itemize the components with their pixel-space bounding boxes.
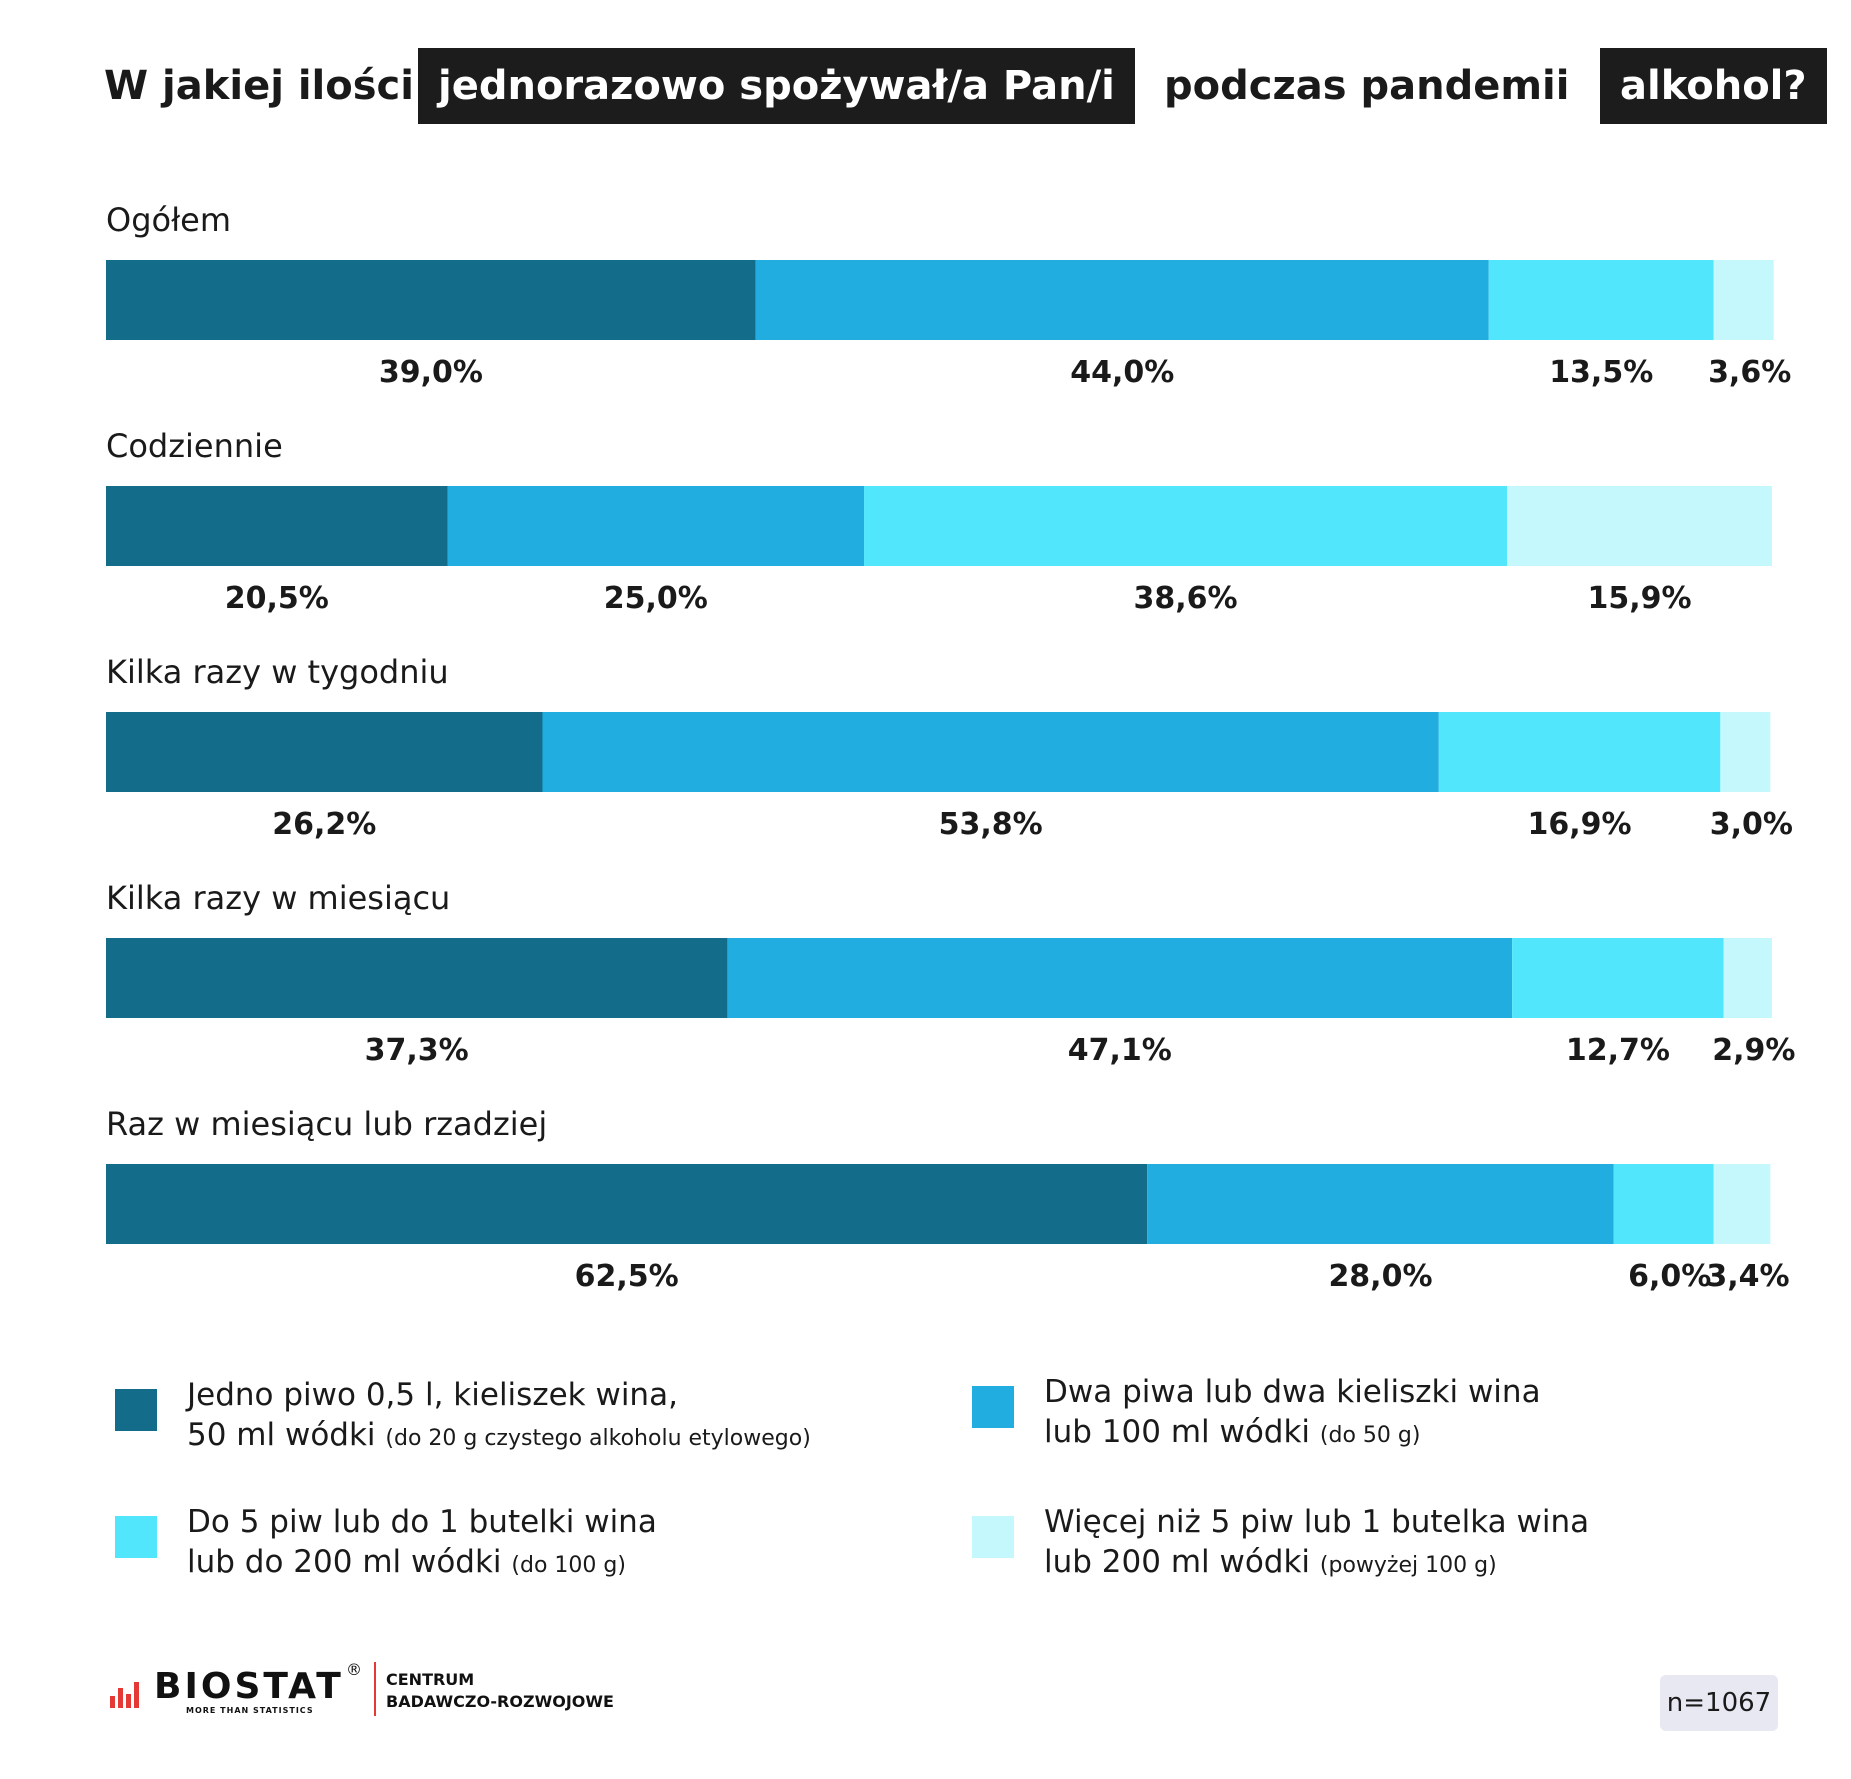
bar-segment <box>1512 938 1724 1018</box>
bar-segment <box>1438 712 1721 792</box>
legend-line1-3: Do 5 piw lub do 1 butelki wina <box>187 1504 657 1540</box>
data-label: 3,0% <box>1710 807 1793 842</box>
title-part-1: W jakiej ilości <box>104 63 414 109</box>
data-label: 25,0% <box>604 581 708 616</box>
category-label: Kilka razy w miesiącu <box>106 879 450 917</box>
category-label: Raz w miesiącu lub rzadziej <box>106 1105 547 1143</box>
data-label: 2,9% <box>1712 1033 1795 1068</box>
data-label: 12,7% <box>1566 1033 1670 1068</box>
data-label: 28,0% <box>1328 1259 1432 1294</box>
logo-unit-line1: CENTRUM <box>386 1670 475 1689</box>
legend-note-1: (do 20 g czystego alkoholu etylowego) <box>385 1426 811 1451</box>
legend-text-2: Dwa piwa lub dwa kieliszki wina lub 100 … <box>1044 1372 1541 1456</box>
bar-segment <box>1713 260 1774 340</box>
data-label: 47,1% <box>1068 1033 1172 1068</box>
data-label: 3,4% <box>1706 1259 1789 1294</box>
data-label: 37,3% <box>365 1033 469 1068</box>
sample-size-badge: n=1067 <box>1660 1675 1778 1731</box>
data-label: 44,0% <box>1070 355 1174 390</box>
legend-line2-1: 50 ml wódki <box>187 1417 376 1453</box>
legend-note-4: (powyżej 100 g) <box>1319 1553 1497 1578</box>
data-label: 38,6% <box>1134 581 1238 616</box>
bar-segment <box>542 712 1439 792</box>
bar-segment <box>1488 260 1714 340</box>
data-label: 6,0% <box>1628 1259 1711 1294</box>
category-label: Kilka razy w tygodniu <box>106 653 449 691</box>
logo-registered-mark: ® <box>346 1660 362 1679</box>
legend-line2-4: lub 200 ml wódki <box>1044 1544 1311 1580</box>
logo-brand-name: BIOSTAT <box>154 1666 344 1707</box>
data-label: 15,9% <box>1588 581 1692 616</box>
stacked-bar-chart: Ogółem 39,0% 44,0% 13,5% 3,6% Codziennie 20,5%… <box>106 201 1795 1294</box>
bar-segment <box>106 1164 1148 1244</box>
bar-segment <box>447 486 865 566</box>
legend-text-4: Więcej niż 5 piw lub 1 butelka wina lub … <box>1044 1502 1589 1586</box>
bar-segment <box>1613 1164 1714 1244</box>
bar-segment <box>864 486 1508 566</box>
legend-line2-3: lub do 200 ml wódki <box>187 1544 502 1580</box>
logo-unit-line2: BADAWCZO-ROZWOJOWE <box>386 1692 614 1711</box>
data-label: 62,5% <box>575 1259 679 1294</box>
bar-segment <box>1147 1164 1614 1244</box>
bar-segment <box>1507 486 1772 566</box>
category-label: Ogółem <box>106 201 231 239</box>
bar-segment <box>755 260 1489 340</box>
logo-divider <box>374 1662 376 1716</box>
logo-bars-icon <box>110 1674 146 1708</box>
legend-swatch-2 <box>972 1386 1014 1428</box>
legend-swatch-3 <box>115 1516 157 1558</box>
legend-note-3: (do 100 g) <box>511 1553 626 1578</box>
legend-line1-2: Dwa piwa lub dwa kieliszki wina <box>1044 1374 1541 1410</box>
data-label: 13,5% <box>1549 355 1653 390</box>
legend-swatch-1 <box>115 1389 157 1431</box>
legend-text-1: Jedno piwo 0,5 l, kieliszek wina, 50 ml … <box>187 1375 811 1459</box>
legend-note-2: (do 50 g) <box>1319 1423 1421 1448</box>
data-label: 39,0% <box>379 355 483 390</box>
bar-segment <box>106 938 728 1018</box>
bar-segment <box>1723 938 1772 1018</box>
legend-text-3: Do 5 piw lub do 1 butelki wina lub do 20… <box>187 1502 657 1586</box>
data-label: 3,6% <box>1708 355 1791 390</box>
chart-title: W jakiej ilości jednorazowo spożywał/a P… <box>104 48 1827 124</box>
data-label: 16,9% <box>1528 807 1632 842</box>
data-label: 53,8% <box>939 807 1043 842</box>
bar-segment <box>727 938 1513 1018</box>
bar-segment <box>1720 712 1771 792</box>
legend-swatch-4 <box>972 1516 1014 1558</box>
bar-segment <box>106 712 543 792</box>
title-highlight-1: jednorazowo spożywał/a Pan/i <box>418 48 1135 124</box>
legend-line1-4: Więcej niż 5 piw lub 1 butelka wina <box>1044 1504 1590 1540</box>
data-label: 20,5% <box>225 581 329 616</box>
biostat-logo: BIOSTAT ® MORE THAN STATISTICS CENTRUM B… <box>110 1660 630 1716</box>
title-highlight-2: alkohol? <box>1600 48 1827 124</box>
bar-segment <box>106 486 448 566</box>
logo-tagline: MORE THAN STATISTICS <box>186 1706 314 1715</box>
legend-line1-1: Jedno piwo 0,5 l, kieliszek wina, <box>187 1377 678 1413</box>
title-part-3: podczas pandemii <box>1164 63 1570 109</box>
data-label: 26,2% <box>272 807 376 842</box>
legend-line2-2: lub 100 ml wódki <box>1044 1414 1311 1450</box>
bar-segment <box>106 260 756 340</box>
category-label: Codziennie <box>106 427 283 465</box>
bar-segment <box>1713 1164 1771 1244</box>
